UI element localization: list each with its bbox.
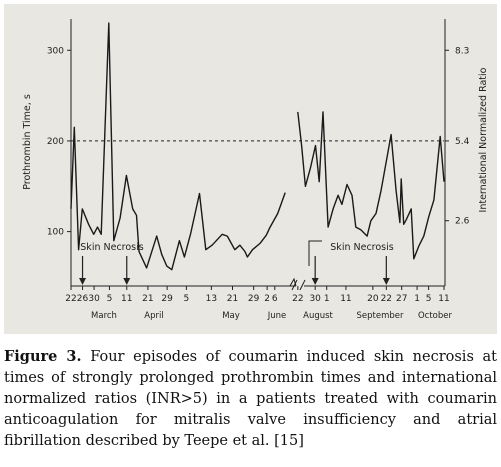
y-right-tick-label: 5.4 xyxy=(455,137,470,147)
figure-caption: Figure 3. Four episodes of coumarin indu… xyxy=(4,346,497,452)
x-tick-label: 13 xyxy=(206,294,217,304)
month-label: October xyxy=(418,311,453,321)
annotation-label-2: Skin Necrosis xyxy=(330,242,393,253)
month-label: May xyxy=(222,311,240,321)
x-tick-label: 2 xyxy=(264,294,270,304)
series-line-2 xyxy=(297,111,445,260)
month-label: March xyxy=(91,311,117,321)
axis-break xyxy=(291,279,306,291)
x-tick-label: 27 xyxy=(396,294,407,304)
x-tick-label: 5 xyxy=(107,294,113,304)
annotation-arrow-1b-head xyxy=(123,278,131,285)
caption-label: Figure 3. xyxy=(4,348,82,365)
month-label: September xyxy=(357,311,404,321)
x-tick-label: 29 xyxy=(161,294,173,304)
annotation-arrow-2b-head xyxy=(382,278,390,285)
chart: 100 200 300 2.6 5.4 8.3 Prothrombin Time, s Int… xyxy=(22,19,489,321)
month-label: April xyxy=(144,311,163,321)
x-tick-label: 11 xyxy=(438,294,449,304)
series-artifact xyxy=(289,277,297,287)
x-tick-label: 5 xyxy=(426,294,432,304)
x-tick-label: 22 xyxy=(292,294,303,304)
figure-panel: 100 200 300 2.6 5.4 8.3 Prothrombin Time, s Int… xyxy=(4,4,497,334)
x-tick-label: 30 xyxy=(309,294,321,304)
annotation-label-1: Skin Necrosis xyxy=(80,242,143,253)
x-tick-label: 21 xyxy=(142,294,153,304)
x-tick-label: 20 xyxy=(367,294,379,304)
x-tick-label: 11 xyxy=(340,294,351,304)
y-right-axis-title: International Normalized Ratio xyxy=(478,67,489,212)
month-label: August xyxy=(303,311,333,321)
annotation-arrow-2a-head xyxy=(311,278,319,285)
x-tick-label: 1 xyxy=(414,294,420,304)
month-label: June xyxy=(267,311,287,321)
x-tick-label: 22 xyxy=(65,294,76,304)
y-axis-title: Prothrombin Time, s xyxy=(22,94,33,190)
x-tick-label: 29 xyxy=(248,294,260,304)
y-tick-label: 100 xyxy=(47,228,64,238)
caption-text: Four episodes of coumarin induced skin n… xyxy=(4,349,497,449)
annotation-bracket xyxy=(308,240,322,266)
x-tick-label: 11 xyxy=(121,294,132,304)
x-tick-label: 5 xyxy=(183,294,189,304)
x-tick-label: 22 xyxy=(381,294,392,304)
x-tick-label: 1 xyxy=(324,294,330,304)
x-tick-label: 26 xyxy=(77,294,89,304)
y-right-tick-label: 2.6 xyxy=(455,217,470,227)
x-tick-label: 21 xyxy=(227,294,238,304)
x-tick-label: 30 xyxy=(88,294,100,304)
y-tick-label: 200 xyxy=(47,137,64,147)
y-tick-label: 300 xyxy=(47,46,64,56)
x-tick-label: 6 xyxy=(272,294,278,304)
series-line-1 xyxy=(70,22,286,271)
y-right-tick-label: 8.3 xyxy=(455,46,469,56)
annotation-arrow-1a-head xyxy=(79,278,87,285)
